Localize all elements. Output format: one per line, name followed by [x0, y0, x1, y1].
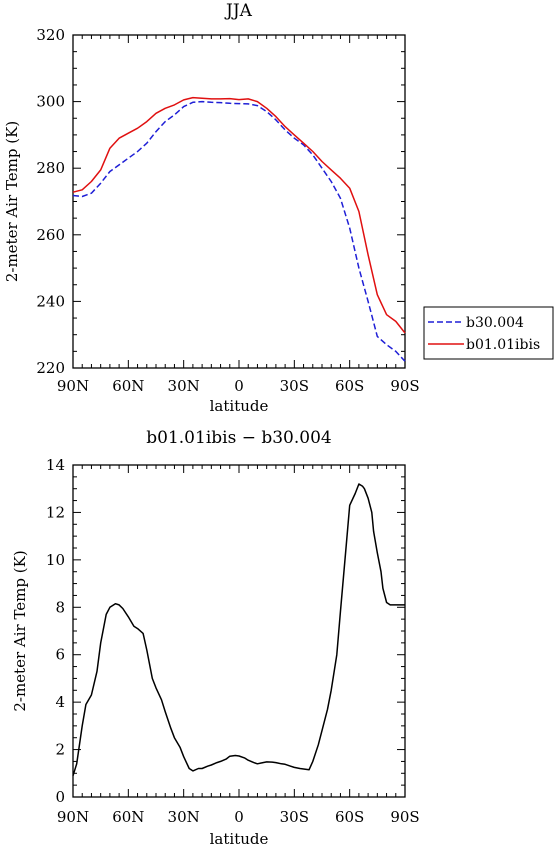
x-tick-label: 0 [234, 377, 244, 395]
temperature-line-chart: JJA 90N 60N 30N 0 30S 60S 90S 220 240 260 280 300 320… [3, 1, 420, 415]
y-tick-label: 14 [46, 456, 65, 474]
y-tick-label: 4 [55, 693, 65, 711]
legend-box [423, 306, 554, 360]
y-tick-label: 12 [46, 503, 65, 521]
y-tick-label: 300 [36, 93, 65, 111]
chart-title: b01.01ibis − b30.004 [146, 428, 331, 448]
y-axis-label: 2-meter Air Temp (K) [3, 121, 21, 282]
x-tick-label: 60N [112, 808, 144, 826]
y-tick-label: 240 [36, 292, 65, 310]
chart-title: JJA [224, 1, 253, 21]
x-tick-label: 60S [335, 808, 364, 826]
series-line-b01-01ibis [72, 96, 406, 334]
x-tick-label: 30N [168, 808, 200, 826]
x-tick-label: 90S [390, 377, 419, 395]
y-axis-label: 2-meter Air Temp (K) [11, 550, 29, 711]
y-tick-label: 10 [46, 551, 65, 569]
x-axis-label: latitude [210, 397, 269, 415]
y-tick-label: 320 [36, 26, 65, 44]
y-tick-label: 8 [55, 598, 65, 616]
x-tick-label: 60N [112, 377, 144, 395]
x-tick-label: 30S [280, 377, 309, 395]
legend-entry-label: b01.01ibis [466, 337, 540, 353]
x-tick-label: 90S [390, 808, 419, 826]
y-tick-label: 220 [36, 359, 65, 377]
x-tick-label: 30N [168, 377, 200, 395]
y-tick-label: 280 [36, 159, 65, 177]
legend-entry-label: b30.004 [466, 315, 524, 331]
series-line-difference [72, 483, 405, 776]
y-tick-label: 2 [55, 741, 65, 759]
series-line-b30-004 [72, 100, 406, 362]
x-tick-label: 0 [234, 808, 244, 826]
x-tick-label: 60S [335, 377, 364, 395]
y-tick-label: 260 [36, 226, 65, 244]
x-tick-label: 90N [57, 808, 89, 826]
y-tick-label: 6 [55, 646, 65, 664]
difference-line-chart: b01.01ibis − b30.004 90N 60N 30N 0 30S 60S 90S 0… [11, 428, 420, 848]
x-tick-label: 30S [280, 808, 309, 826]
plot-frame [72, 464, 406, 798]
legend: b30.004 b01.01ibis [423, 306, 554, 360]
x-axis-label: latitude [210, 830, 269, 848]
y-tick-label: 0 [55, 788, 65, 806]
x-tick-label: 90N [57, 377, 89, 395]
